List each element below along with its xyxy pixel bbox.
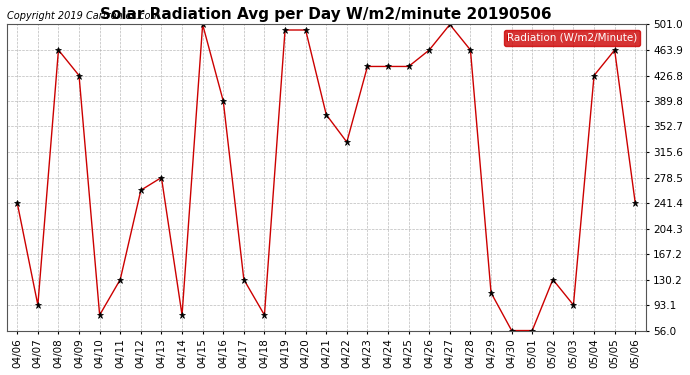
Text: Copyright 2019 Cartronics.com: Copyright 2019 Cartronics.com <box>7 12 160 21</box>
Legend: Radiation (W/m2/Minute): Radiation (W/m2/Minute) <box>504 30 640 46</box>
Title: Solar Radiation Avg per Day W/m2/minute 20190506: Solar Radiation Avg per Day W/m2/minute … <box>101 7 552 22</box>
